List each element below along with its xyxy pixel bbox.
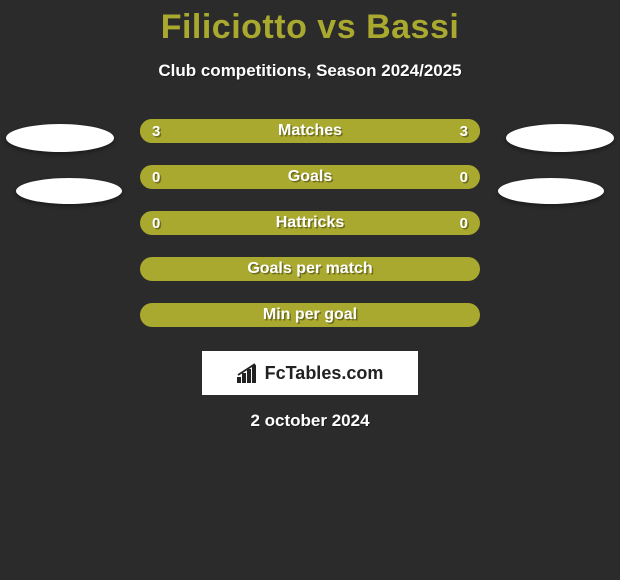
player1-name: Filiciotto <box>161 8 308 46</box>
brand-text: FcTables.com <box>265 363 384 384</box>
page-title: Filiciotto vs Bassi <box>0 0 620 47</box>
stat-value-left: 0 <box>152 215 160 232</box>
stat-row: Goals per match <box>140 257 480 281</box>
stat-value-left: 3 <box>152 123 160 140</box>
stat-rows: Matches 3 3 Goals 0 0 Hattricks 0 0 Goals per mat… <box>0 119 620 327</box>
stat-row: Hattricks 0 0 <box>140 211 480 235</box>
stat-label: Goals per match <box>247 260 372 278</box>
stat-value-right: 3 <box>460 123 468 140</box>
stat-label: Hattricks <box>276 214 344 232</box>
stat-row: Min per goal <box>140 303 480 327</box>
player1-avatar-bottom <box>16 178 122 204</box>
subtitle: Club competitions, Season 2024/2025 <box>0 61 620 81</box>
stat-value-right: 0 <box>460 215 468 232</box>
player2-avatar-top <box>506 124 614 152</box>
player2-avatar-bottom <box>498 178 604 204</box>
stat-value-right: 0 <box>460 169 468 186</box>
stat-label: Goals <box>288 168 332 186</box>
stat-row: Goals 0 0 <box>140 165 480 189</box>
stat-row: Matches 3 3 <box>140 119 480 143</box>
player2-name: Bassi <box>366 8 459 46</box>
chart-bars-icon <box>237 363 261 383</box>
comparison-infographic: Filiciotto vs Bassi Club competitions, S… <box>0 0 620 580</box>
brand-logo: FcTables.com <box>202 351 418 395</box>
player1-avatar-top <box>6 124 114 152</box>
stat-value-left: 0 <box>152 169 160 186</box>
vs-word: vs <box>317 8 356 46</box>
stat-label: Matches <box>278 122 342 140</box>
stat-label: Min per goal <box>263 306 357 324</box>
date-text: 2 october 2024 <box>0 411 620 431</box>
